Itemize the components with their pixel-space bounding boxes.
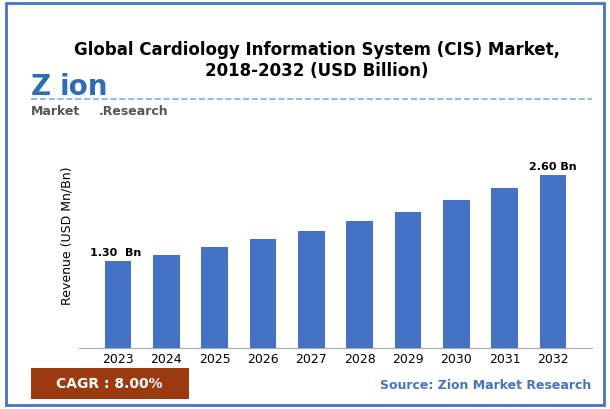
Text: Source: Zion Market Research: Source: Zion Market Research [381, 378, 592, 391]
Text: 2.60 Bn: 2.60 Bn [529, 162, 577, 172]
Bar [153, 255, 179, 348]
Text: Market: Market [30, 105, 80, 118]
Bar [105, 262, 131, 348]
Bar [492, 189, 518, 348]
Bar [346, 222, 373, 348]
Bar [201, 248, 228, 348]
Text: CAGR : 8.00%: CAGR : 8.00% [57, 376, 163, 391]
Text: Global Cardiology Information System (CIS) Market,
2018-2032 (USD Billion): Global Cardiology Information System (CI… [74, 41, 560, 80]
Text: Z: Z [30, 73, 51, 101]
Text: ion: ion [60, 73, 109, 101]
Bar [540, 175, 566, 348]
Bar [443, 201, 470, 348]
Y-axis label: Revenue (USD Mn/Bn): Revenue (USD Mn/Bn) [61, 166, 74, 304]
Text: 1.30  Bn: 1.30 Bn [90, 248, 141, 258]
Bar [298, 231, 325, 348]
Bar [249, 240, 276, 348]
Bar [395, 212, 422, 348]
Text: .Research: .Research [99, 105, 168, 118]
